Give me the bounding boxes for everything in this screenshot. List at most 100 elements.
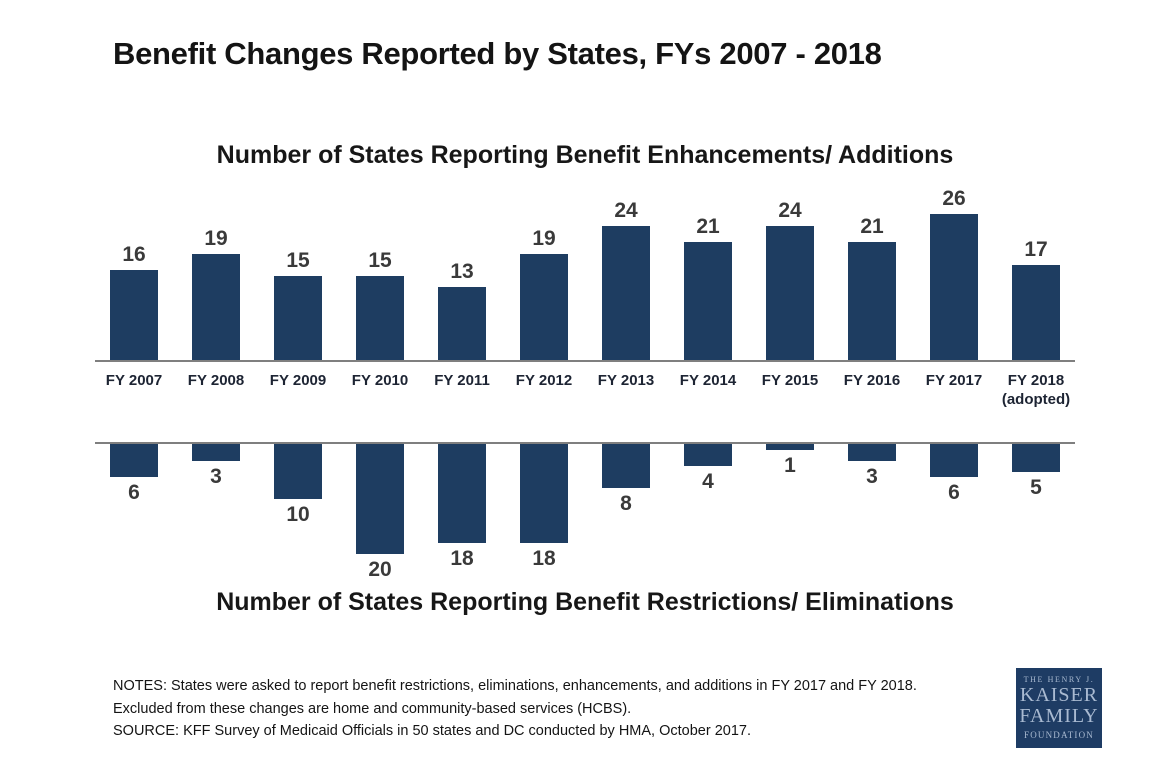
x-axis-label: FY 2008 xyxy=(175,371,257,409)
bar-restrictions xyxy=(848,444,896,461)
bar-group-enhancements: 21 xyxy=(831,182,913,360)
bottom-chart-title: Number of States Reporting Benefit Restr… xyxy=(216,588,954,616)
bar-value-label: 3 xyxy=(210,464,222,488)
bar-group-restrictions: 4 xyxy=(667,444,749,594)
bar-value-label: 21 xyxy=(696,215,720,239)
bar-value-label: 16 xyxy=(122,243,146,267)
bar-group-enhancements: 13 xyxy=(421,182,503,360)
x-axis-label: FY 2007 xyxy=(93,371,175,409)
bar-group-restrictions: 6 xyxy=(93,444,175,594)
bar-restrictions xyxy=(274,444,322,499)
x-axis-label-year: FY 2017 xyxy=(925,372,983,389)
top-chart-title: Number of States Reporting Benefit Enhan… xyxy=(216,141,954,169)
notes-block: NOTES: States were asked to report benef… xyxy=(113,675,993,743)
logo-line-kaiser: KAISER xyxy=(1019,684,1099,706)
bar-group-restrictions: 1 xyxy=(749,444,831,594)
x-axis-label: FY 2015 xyxy=(749,371,831,409)
x-axis-label: FY 2016 xyxy=(831,371,913,409)
bar-restrictions xyxy=(1012,444,1060,472)
bar-value-label: 19 xyxy=(204,226,228,250)
bar-enhancements xyxy=(520,253,568,360)
x-axis-label: FY 2011 xyxy=(421,371,503,409)
logo-line-foundation: FOUNDATION xyxy=(1024,730,1094,740)
x-axis-label-year: FY 2012 xyxy=(515,372,573,389)
x-axis-label: FY 2017 xyxy=(913,371,995,409)
bottom-axis-line xyxy=(95,442,1075,444)
bar-enhancements xyxy=(766,225,814,360)
bar-group-enhancements: 19 xyxy=(503,182,585,360)
x-axis-label-year: FY 2013 xyxy=(597,372,655,389)
page-title: Benefit Changes Reported by States, FYs … xyxy=(113,36,882,71)
bar-enhancements xyxy=(1012,264,1060,360)
bar-value-label: 6 xyxy=(128,481,140,504)
bar-group-enhancements: 15 xyxy=(257,182,339,360)
top-axis-line xyxy=(95,360,1075,362)
bar-restrictions xyxy=(684,444,732,466)
bar-value-label: 6 xyxy=(948,481,960,504)
bar-value-label: 20 xyxy=(368,558,392,581)
enhancements-bar-series: 16 19 15 15 13 19 24 21 24 21 26 17 xyxy=(93,182,1077,360)
logo-line-family: FAMILY xyxy=(1019,705,1099,727)
x-axis-label: FY 2014 xyxy=(667,371,749,409)
bar-group-enhancements: 16 xyxy=(93,182,175,360)
bar-group-enhancements: 26 xyxy=(913,182,995,360)
bar-enhancements xyxy=(110,270,158,360)
bar-value-label: 17 xyxy=(1024,237,1048,261)
bar-restrictions xyxy=(930,444,978,477)
x-axis-label: FY 2018 (adopted) xyxy=(995,371,1077,409)
x-axis-label-year: FY 2011 xyxy=(434,372,490,389)
notes-line-2: Excluded from these changes are home and… xyxy=(113,700,632,717)
bar-value-label: 13 xyxy=(450,260,474,284)
bar-group-enhancements: 24 xyxy=(749,182,831,360)
bar-enhancements xyxy=(930,214,978,360)
bar-value-label: 26 xyxy=(942,187,966,211)
x-axis-label-year: FY 2007 xyxy=(105,372,163,389)
bar-restrictions xyxy=(192,444,240,461)
bar-restrictions xyxy=(438,444,486,543)
notes-line-1: NOTES: States were asked to report benef… xyxy=(113,678,917,694)
bar-group-restrictions: 18 xyxy=(503,444,585,594)
x-axis-label-note: (adopted) xyxy=(1001,391,1071,408)
bar-value-label: 10 xyxy=(286,503,310,526)
bar-group-restrictions: 6 xyxy=(913,444,995,594)
bar-value-label: 4 xyxy=(702,470,714,493)
bar-group-restrictions: 3 xyxy=(175,444,257,594)
x-axis-label: FY 2010 xyxy=(339,371,421,409)
x-axis-label: FY 2013 xyxy=(585,371,667,409)
bar-group-restrictions: 8 xyxy=(585,444,667,594)
x-axis-labels: FY 2007 FY 2008 FY 2009 FY 2010 FY 2011 FY 20… xyxy=(93,371,1077,409)
bar-enhancements xyxy=(848,242,896,360)
x-axis-label-year: FY 2018 xyxy=(1007,372,1065,389)
bar-group-enhancements: 17 xyxy=(995,182,1077,360)
bar-restrictions xyxy=(766,444,814,450)
bar-group-enhancements: 19 xyxy=(175,182,257,360)
bar-value-label: 1 xyxy=(784,453,796,477)
x-axis-label: FY 2009 xyxy=(257,371,339,409)
bar-group-restrictions: 10 xyxy=(257,444,339,594)
bar-enhancements xyxy=(274,276,322,360)
bar-enhancements xyxy=(602,225,650,360)
bar-group-enhancements: 24 xyxy=(585,182,667,360)
x-axis-label-year: FY 2009 xyxy=(269,372,327,389)
bar-enhancements xyxy=(684,242,732,360)
bar-group-restrictions: 3 xyxy=(831,444,913,594)
bar-group-enhancements: 15 xyxy=(339,182,421,360)
bar-restrictions xyxy=(520,444,568,543)
bar-enhancements xyxy=(438,287,486,360)
bar-value-label: 24 xyxy=(614,198,638,222)
bar-restrictions xyxy=(356,444,404,554)
bar-restrictions xyxy=(110,444,158,477)
bar-value-label: 3 xyxy=(866,464,878,488)
x-axis-label-year: FY 2015 xyxy=(761,372,819,389)
bar-value-label: 15 xyxy=(368,249,392,272)
bar-group-restrictions: 18 xyxy=(421,444,503,594)
kff-foundation-logo: THE HENRY J. KAISER FAMILY FOUNDATION xyxy=(1016,668,1102,748)
bar-value-label: 18 xyxy=(450,547,474,570)
bar-group-restrictions: 5 xyxy=(995,444,1077,594)
bar-value-label: 8 xyxy=(620,492,632,515)
bar-value-label: 5 xyxy=(1030,475,1042,499)
bar-value-label: 15 xyxy=(286,249,310,272)
bar-enhancements xyxy=(192,253,240,360)
bar-group-restrictions: 20 xyxy=(339,444,421,594)
x-axis-label: FY 2012 xyxy=(503,371,585,409)
